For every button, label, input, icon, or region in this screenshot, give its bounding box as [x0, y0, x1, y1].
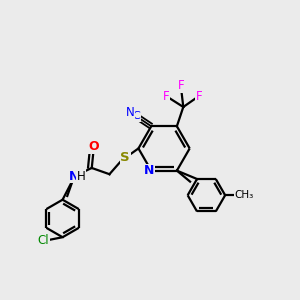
Text: F: F	[196, 89, 202, 103]
Text: F: F	[178, 79, 184, 92]
Text: N: N	[68, 170, 79, 183]
Text: C: C	[132, 111, 140, 121]
Text: H: H	[77, 170, 85, 183]
Text: S: S	[120, 152, 130, 164]
Text: F: F	[163, 89, 169, 103]
Text: O: O	[88, 140, 99, 153]
Text: N: N	[126, 106, 135, 119]
Text: CH₃: CH₃	[235, 190, 254, 200]
Text: Cl: Cl	[38, 234, 49, 247]
Text: N: N	[144, 164, 154, 177]
